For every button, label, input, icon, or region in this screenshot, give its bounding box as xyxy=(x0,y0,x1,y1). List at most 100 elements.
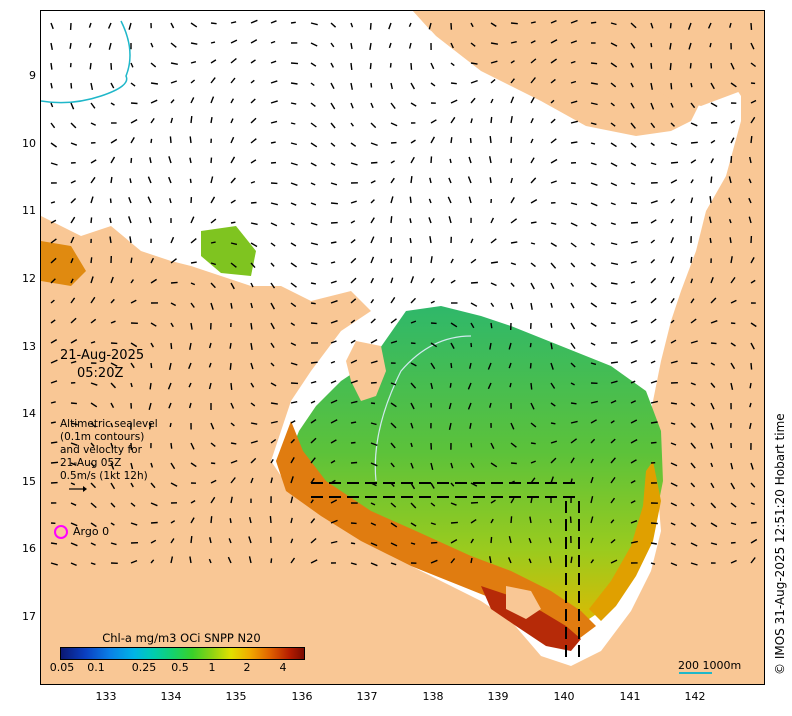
velocity-arrow xyxy=(290,82,298,85)
velocity-arrow xyxy=(310,222,318,226)
velocity-arrow xyxy=(128,196,132,204)
velocity-arrow xyxy=(490,98,494,104)
velocity-arrow xyxy=(70,258,74,264)
velocity-arrow xyxy=(110,462,115,470)
velocity-arrow xyxy=(270,141,276,144)
velocity-arrow xyxy=(710,176,713,184)
velocity-arrow xyxy=(730,299,737,304)
velocity-arrow xyxy=(670,256,675,264)
velocity-arrow xyxy=(449,382,452,388)
velocity-arrow xyxy=(370,422,377,426)
velocity-arrow xyxy=(670,422,676,425)
velocity-arrow xyxy=(750,462,754,470)
velocity-arrow xyxy=(730,482,736,490)
velocity-arrow xyxy=(270,262,275,267)
velocity-arrow xyxy=(130,82,136,87)
velocity-arrow xyxy=(150,482,156,489)
velocity-arrow xyxy=(330,162,336,166)
velocity-arrow xyxy=(250,382,255,388)
velocity-arrow xyxy=(650,441,657,444)
velocity-arrow xyxy=(748,178,752,184)
velocity-arrow xyxy=(690,462,696,469)
velocity-arrow xyxy=(730,502,737,508)
velocity-arrow xyxy=(690,179,694,184)
velocity-arrow xyxy=(150,521,158,524)
velocity-arrow xyxy=(170,236,175,244)
velocity-arrow xyxy=(650,42,653,48)
velocity-arrow xyxy=(450,462,454,469)
velocity-arrow xyxy=(489,556,492,564)
velocity-arrow xyxy=(490,462,498,468)
velocity-arrow xyxy=(630,221,638,224)
velocity-arrow xyxy=(70,402,77,405)
velocity-arrow xyxy=(550,476,554,484)
velocity-arrow xyxy=(130,362,135,369)
velocity-arrow xyxy=(690,482,696,488)
velocity-arrow xyxy=(170,22,175,29)
velocity-arrow xyxy=(230,39,238,44)
velocity-arrow xyxy=(189,136,192,144)
velocity-arrow xyxy=(430,300,435,304)
velocity-arrow xyxy=(687,22,692,30)
velocity-arrow xyxy=(510,177,513,184)
velocity-arrow xyxy=(170,442,173,449)
velocity-arrow xyxy=(50,380,58,384)
velocity-arrow xyxy=(389,62,392,68)
velocity-arrow xyxy=(330,320,338,324)
velocity-arrow xyxy=(290,438,296,444)
velocity-arrow xyxy=(410,276,415,284)
velocity-arrow xyxy=(650,82,653,90)
velocity-arrow xyxy=(610,222,616,226)
velocity-arrow xyxy=(170,520,176,524)
velocity-arrow xyxy=(670,198,676,204)
velocity-arrow xyxy=(670,276,675,284)
velocity-arrow xyxy=(410,502,417,509)
velocity-arrow xyxy=(690,278,694,284)
velocity-arrow xyxy=(530,40,536,44)
velocity-arrow xyxy=(470,238,474,244)
velocity-arrow xyxy=(750,22,753,30)
map-panel[interactable] xyxy=(40,10,765,685)
velocity-arrow xyxy=(150,82,159,85)
legend-line: 21-Aug 05Z xyxy=(60,457,122,469)
velocity-arrow xyxy=(550,19,557,24)
velocity-arrow xyxy=(730,256,733,264)
velocity-arrow xyxy=(350,220,356,224)
velocity-arrow xyxy=(610,22,617,26)
velocity-arrow xyxy=(630,520,638,524)
velocity-arrow xyxy=(429,236,432,244)
velocity-arrow xyxy=(290,202,297,206)
velocity-arrow xyxy=(270,80,278,84)
velocity-arrow xyxy=(290,457,295,464)
velocity-arrow xyxy=(750,257,755,264)
velocity-arrow xyxy=(310,322,318,325)
velocity-arrow xyxy=(730,120,736,124)
velocity-arrow xyxy=(510,60,515,64)
velocity-arrow xyxy=(550,457,557,464)
lat-tick: 12 xyxy=(22,272,36,285)
velocity-arrow xyxy=(370,562,378,567)
velocity-arrow xyxy=(310,302,316,305)
velocity-arrow xyxy=(529,516,532,524)
velocity-arrow xyxy=(490,42,499,45)
lat-tick: 13 xyxy=(22,340,36,353)
velocity-arrow xyxy=(330,42,335,48)
velocity-arrow xyxy=(130,342,138,348)
velocity-arrow xyxy=(230,382,233,390)
velocity-arrow xyxy=(190,282,196,286)
velocity-arrow xyxy=(709,237,712,244)
lon-tick: 139 xyxy=(487,690,509,703)
velocity-arrow xyxy=(550,222,557,225)
velocity-arrow xyxy=(70,122,77,129)
velocity-arrow xyxy=(730,62,735,70)
velocity-arrow xyxy=(670,298,675,304)
velocity-arrow xyxy=(390,462,395,468)
velocity-arrow xyxy=(350,380,358,384)
velocity-arrow xyxy=(90,296,96,304)
velocity-arrow xyxy=(248,536,252,544)
velocity-arrow xyxy=(190,79,196,84)
velocity-arrow xyxy=(169,198,172,204)
velocity-arrow xyxy=(610,282,618,285)
velocity-arrow xyxy=(210,422,215,430)
lon-tick: 135 xyxy=(225,690,247,703)
